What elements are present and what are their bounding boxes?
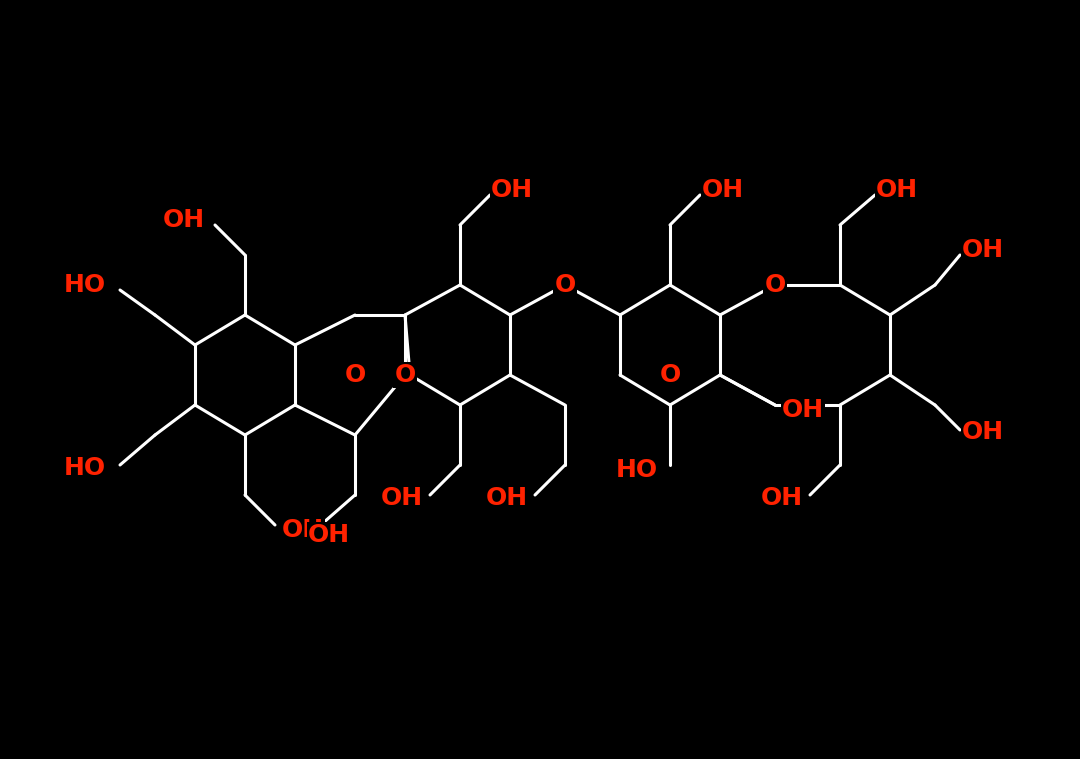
Text: OH: OH	[308, 523, 350, 547]
Text: O: O	[394, 363, 416, 387]
Text: HO: HO	[64, 273, 106, 297]
Text: HO: HO	[616, 458, 658, 482]
Text: O: O	[554, 273, 576, 297]
Text: O: O	[345, 363, 366, 387]
Text: OH: OH	[491, 178, 534, 202]
Text: OH: OH	[282, 518, 324, 542]
Text: OH: OH	[962, 420, 1004, 444]
Text: OH: OH	[962, 238, 1004, 262]
Text: OH: OH	[702, 178, 744, 202]
Text: OH: OH	[381, 486, 423, 510]
Text: OH: OH	[486, 486, 528, 510]
Text: OH: OH	[163, 208, 205, 232]
Text: O: O	[660, 363, 680, 387]
Text: HO: HO	[64, 456, 106, 480]
Text: OH: OH	[761, 486, 804, 510]
Text: OH: OH	[876, 178, 918, 202]
Text: O: O	[765, 273, 785, 297]
Text: OH: OH	[782, 398, 824, 422]
